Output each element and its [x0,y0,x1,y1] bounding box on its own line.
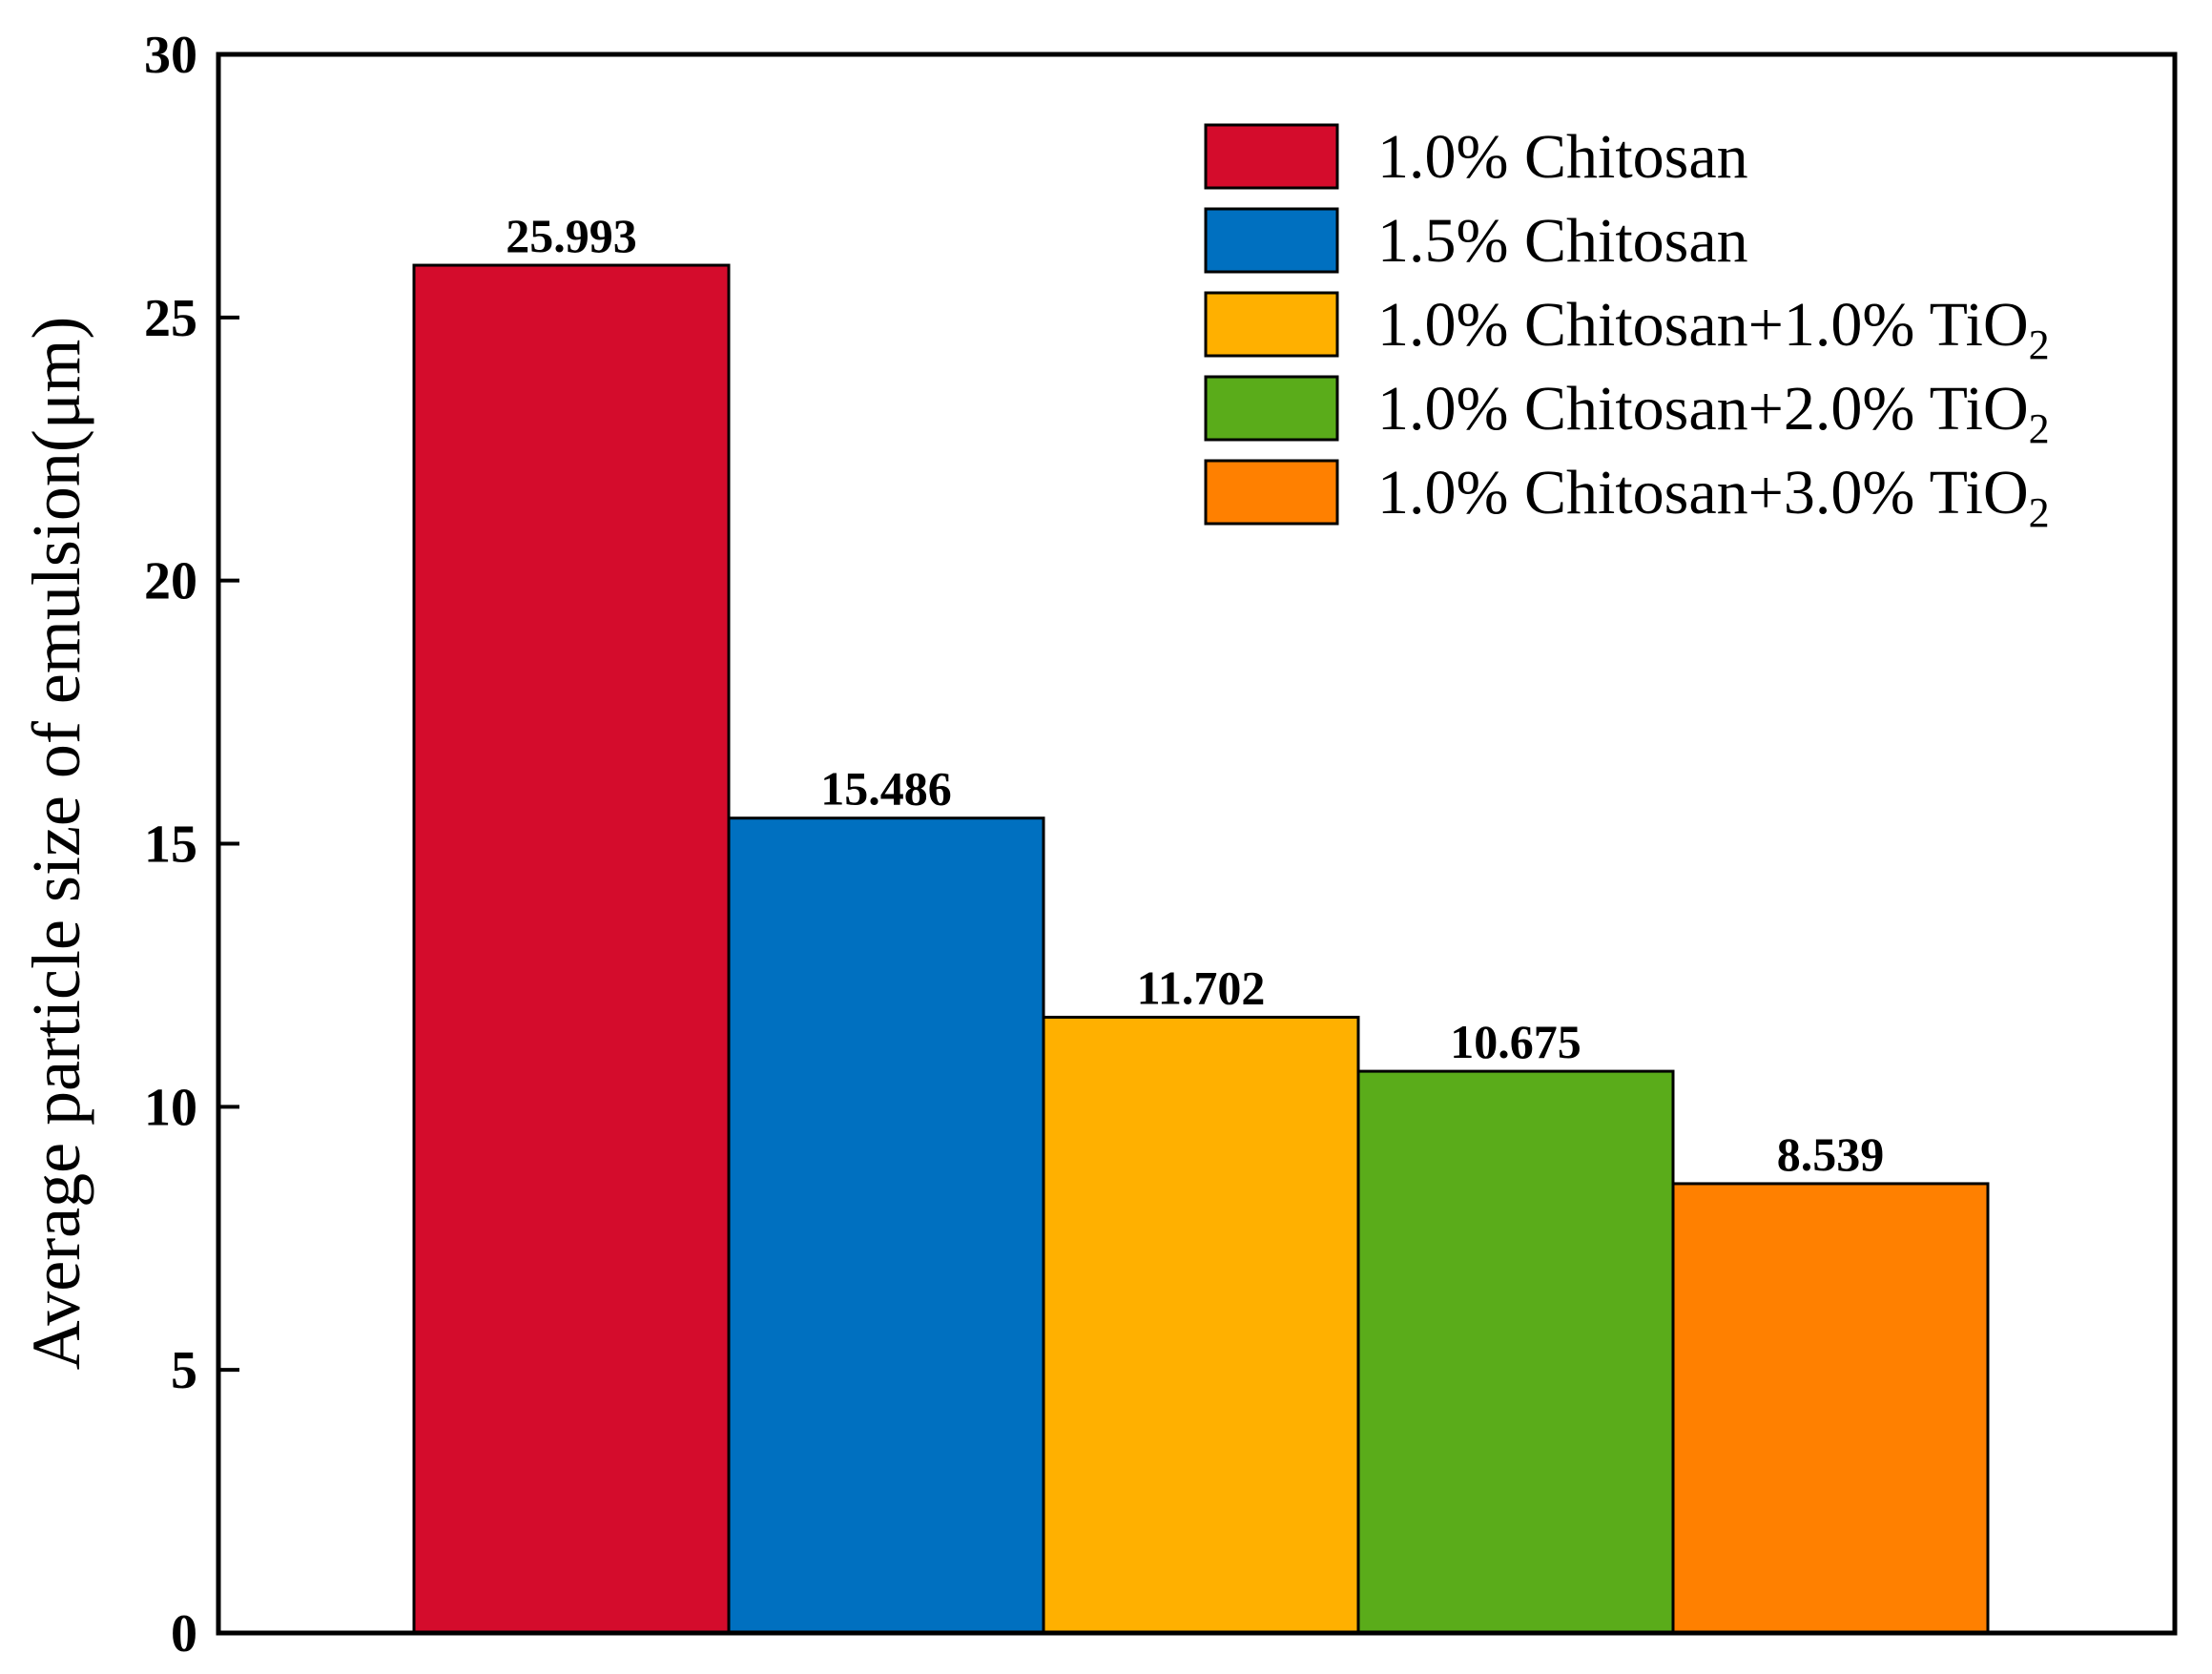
y-tick-label: 10 [144,1078,197,1137]
y-tick-label: 15 [144,816,197,875]
y-axis: 0 5 10 15 20 25 30 [144,26,239,1664]
data-label: 11.702 [1137,961,1266,1014]
legend-label: 1.0% Chitosan [1377,122,1748,192]
legend-label: 1.0% Chitosan+1.0% TiO2 [1377,290,2050,368]
data-label: 25.993 [506,209,637,262]
legend-swatch [1204,375,1339,442]
bar [1042,1015,1360,1635]
bar [412,263,731,1635]
legend-label-subscript: 2 [2029,405,2050,452]
legend-label: 1.0% Chitosan+2.0% TiO2 [1377,374,2050,452]
bars [412,263,1990,1635]
data-label: 15.486 [820,762,952,816]
y-ticks: 0 5 10 15 20 25 30 [144,26,239,1664]
data-label: 8.539 [1777,1127,1885,1181]
legend-label-text: 1.0% Chitosan+3.0% TiO [1377,458,2029,527]
legend: 1.0% Chitosan 1.5% Chitosan 1.0% Chitosan+… [1204,122,2050,536]
y-axis-label: Average particle size of emulsion(μm) [18,317,94,1371]
legend-item: 1.0% Chitosan+3.0% TiO2 [1204,458,2050,536]
bar [727,816,1045,1635]
data-label: 10.675 [1450,1015,1581,1068]
legend-item: 1.5% Chitosan [1204,206,1748,276]
bar [1356,1069,1675,1635]
y-tick-label: 0 [171,1604,197,1664]
legend-label: 1.5% Chitosan [1377,206,1748,276]
y-tick-label: 20 [144,552,197,611]
bar [1671,1182,1990,1635]
legend-label: 1.0% Chitosan+3.0% TiO2 [1377,458,2050,536]
legend-swatch [1204,459,1339,526]
y-tick-label: 25 [144,289,197,348]
y-tick-label: 30 [144,26,197,85]
y-tick-label: 5 [171,1341,197,1400]
legend-swatch [1204,123,1339,190]
legend-item: 1.0% Chitosan [1204,122,1748,192]
plot-frame [216,52,2178,1636]
legend-label-subscript: 2 [2029,489,2050,536]
legend-item: 1.0% Chitosan+1.0% TiO2 [1204,290,2050,368]
data-labels: 25.993 15.486 11.702 10.675 8.539 [506,209,1884,1181]
legend-item: 1.0% Chitosan+2.0% TiO2 [1204,374,2050,452]
legend-label-text: 1.0% Chitosan+1.0% TiO [1377,290,2029,360]
legend-label-subscript: 2 [2029,321,2050,368]
legend-label-text: 1.0% Chitosan [1377,122,1748,192]
legend-label-text: 1.0% Chitosan+2.0% TiO [1377,374,2029,444]
legend-swatch [1204,291,1339,358]
legend-swatch [1204,207,1339,274]
legend-label-text: 1.5% Chitosan [1377,206,1748,276]
